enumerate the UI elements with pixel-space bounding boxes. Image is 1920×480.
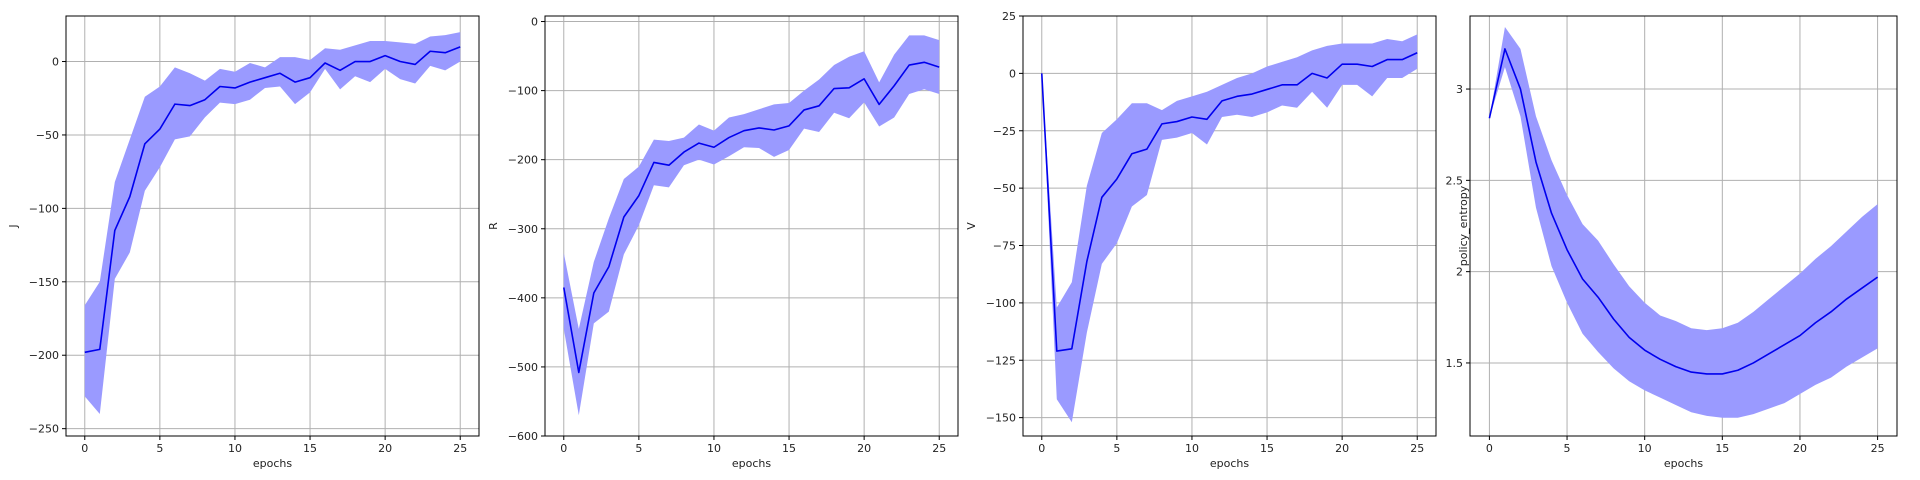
x-tick-label: 5 [1113,442,1120,455]
y-tick-label: −200 [29,349,59,362]
x-tick-label: 0 [1038,442,1045,455]
x-tick-label: 5 [1564,442,1571,455]
y-tick-label: −75 [993,240,1016,253]
x-tick-label: 10 [228,442,242,455]
x-tick-label: 20 [1335,442,1349,455]
chart-panel-4: 0 5 10 15 20 25 1.5 2 2.5 3 epochs policy_entropy [1446,15,1898,470]
x-axis-label: epochs [732,457,771,470]
y-tick-label: 3 [1456,83,1463,96]
y-tick-label: 0 [52,56,59,69]
series-line [562,61,940,374]
y-tick-label: 0 [531,16,538,29]
x-tick-label: 10 [1638,442,1652,455]
y-tick-label: −50 [993,182,1016,195]
y-tick-label: 0 [1009,67,1016,80]
x-tick-label: 15 [782,442,796,455]
x-tick-label: 15 [1715,442,1729,455]
y-tick-label: −200 [508,154,538,167]
y-tick-label: 25 [1002,10,1016,23]
y-tick-label: −100 [508,85,538,98]
x-tick-label: 5 [156,442,163,455]
chart-panel-2: 0 5 10 15 20 25 −600 −500 −400 −300 −200 −100 0 epoch… [487,15,959,470]
y-tick-label: −150 [986,412,1016,425]
y-tick-label: −100 [986,297,1016,310]
x-tick-label: 0 [81,442,88,455]
plot-frame [1469,15,1898,437]
x-axis-label: epochs [1664,457,1703,470]
x-tick-label: 25 [1410,442,1424,455]
x-tick-label: 20 [857,442,871,455]
y-tick-label: −600 [508,430,538,443]
y-tick-label: −300 [508,223,538,236]
plot-frame [65,15,480,437]
y-tick-label: −500 [508,361,538,374]
y-tick-label: 1.5 [1446,357,1464,370]
x-axis-label: epochs [253,457,292,470]
plot-frame [1022,15,1437,437]
x-tick-label: 15 [303,442,317,455]
chart-panel-1: 0 5 10 15 20 25 −250 −200 −150 −100 −50 0 epochs J [7,15,480,470]
x-tick-label: 25 [453,442,467,455]
y-tick-label: −125 [986,354,1016,367]
y-axis-label: policy_entropy [1457,185,1470,266]
x-tick-label: 20 [378,442,392,455]
x-tick-label: 0 [560,442,567,455]
confidence-band [84,32,461,414]
y-tick-label: −150 [29,276,59,289]
y-tick-label: 2.5 [1446,174,1464,187]
y-tick-label: 2 [1456,266,1463,279]
y-axis-label: R [487,222,500,230]
series-line [84,46,461,354]
x-tick-label: 25 [932,442,946,455]
y-tick-label: −250 [29,423,59,436]
confidence-band [1041,34,1418,423]
y-tick-label: −400 [508,292,538,305]
plot-frame [544,15,959,437]
x-tick-label: 0 [1486,442,1493,455]
x-tick-label: 15 [1260,442,1274,455]
x-tick-label: 10 [707,442,721,455]
x-tick-label: 10 [1185,442,1199,455]
y-tick-label: −25 [993,125,1016,138]
y-tick-label: −50 [36,129,59,142]
y-axis-label: J [7,224,20,228]
y-axis-label: V [965,222,978,230]
series-line [1040,51,1418,352]
confidence-band [563,35,940,416]
x-axis-label: epochs [1210,457,1249,470]
chart-panel-3: 0 5 10 15 20 25 −150 −125 −100 −75 −50 −25 0 25 epochs… [965,10,1437,470]
x-tick-label: 25 [1871,442,1885,455]
y-tick-label: −100 [29,202,59,215]
x-tick-label: 20 [1793,442,1807,455]
x-tick-label: 5 [635,442,642,455]
confidence-band [1489,26,1878,418]
series-line [1488,48,1879,375]
